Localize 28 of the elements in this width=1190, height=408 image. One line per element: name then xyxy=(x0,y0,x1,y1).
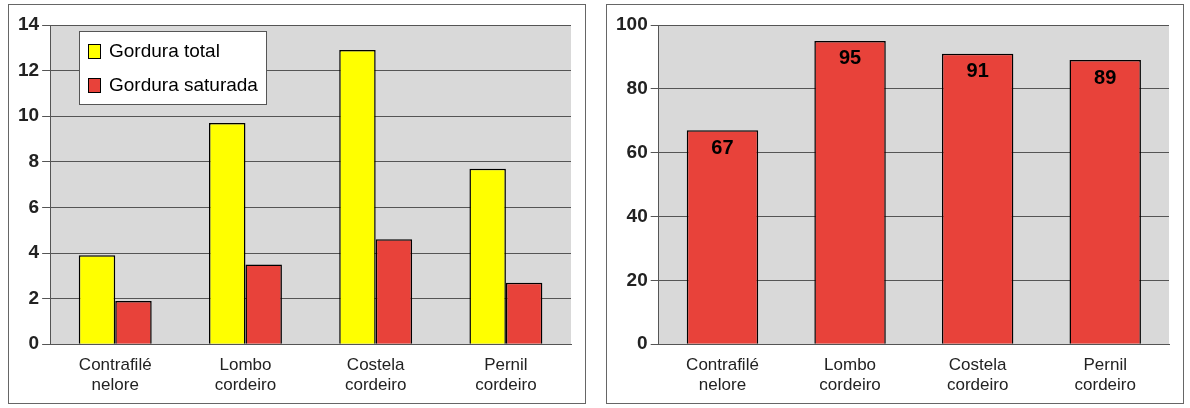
x-tick-label: Contrafilé nelore xyxy=(686,355,759,395)
data-label: 91 xyxy=(966,59,989,82)
y-tick-label: 60 xyxy=(626,140,648,162)
legend-label: Gordura saturada xyxy=(109,74,258,96)
y-tick-label: 2 xyxy=(28,286,40,308)
y-tick-label: 0 xyxy=(28,332,40,354)
y-tick-label: 4 xyxy=(28,241,40,263)
x-tick-label: Contrafilé nelore xyxy=(78,355,152,395)
y-tick-label: 0 xyxy=(637,332,648,354)
y-tick-label: 40 xyxy=(626,204,648,226)
legend-label: Gordura total xyxy=(109,40,220,62)
x-tick-label: Costela cordeiro xyxy=(946,355,1009,395)
data-label: 95 xyxy=(838,46,862,69)
y-tick-label: 6 xyxy=(28,195,40,217)
x-tick-label: Pernil cordeiro xyxy=(1074,355,1136,395)
data-label: 67 xyxy=(711,135,734,158)
y-tick-label: 20 xyxy=(626,268,648,290)
x-tick-label: Lombo cordeiro xyxy=(819,355,881,395)
y-tick-label: 80 xyxy=(626,77,648,99)
y-tick-label: 100 xyxy=(616,13,648,35)
y-tick-label: 14 xyxy=(17,13,40,35)
data-label: 89 xyxy=(1094,65,1117,88)
y-tick-label: 8 xyxy=(28,150,40,172)
x-tick-label: Lombo cordeiro xyxy=(214,355,277,395)
y-tick-label: 10 xyxy=(17,104,40,126)
x-tick-label: Costela cordeiro xyxy=(344,355,407,395)
x-tick-label: Pernil cordeiro xyxy=(475,355,537,395)
y-tick-label: 12 xyxy=(17,58,40,80)
